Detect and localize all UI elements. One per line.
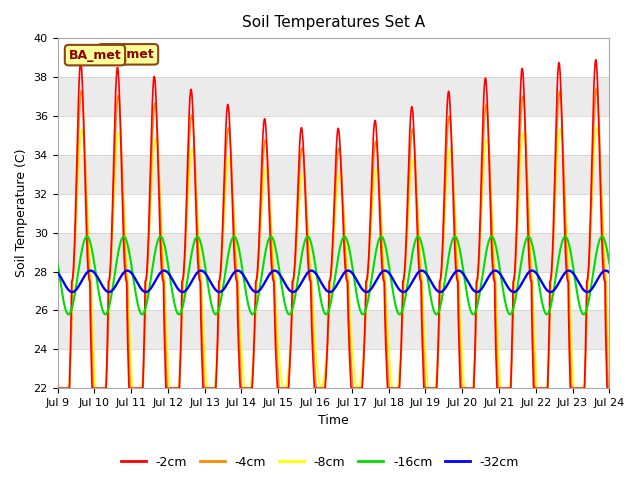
Title: Soil Temperatures Set A: Soil Temperatures Set A (242, 15, 425, 30)
Bar (58, 233, 609, 272)
Bar (58, 311, 609, 349)
Text: BA_met: BA_met (68, 48, 122, 61)
Bar (58, 155, 609, 194)
Bar (58, 272, 609, 311)
X-axis label: Time: Time (318, 414, 349, 427)
Y-axis label: Soil Temperature (C): Soil Temperature (C) (15, 149, 28, 277)
Bar (58, 38, 609, 77)
Bar (58, 116, 609, 155)
Legend: -2cm, -4cm, -8cm, -16cm, -32cm: -2cm, -4cm, -8cm, -16cm, -32cm (116, 451, 524, 474)
Bar (58, 77, 609, 116)
Bar (58, 349, 609, 388)
Text: BA_met: BA_met (102, 48, 154, 61)
Bar (58, 194, 609, 233)
